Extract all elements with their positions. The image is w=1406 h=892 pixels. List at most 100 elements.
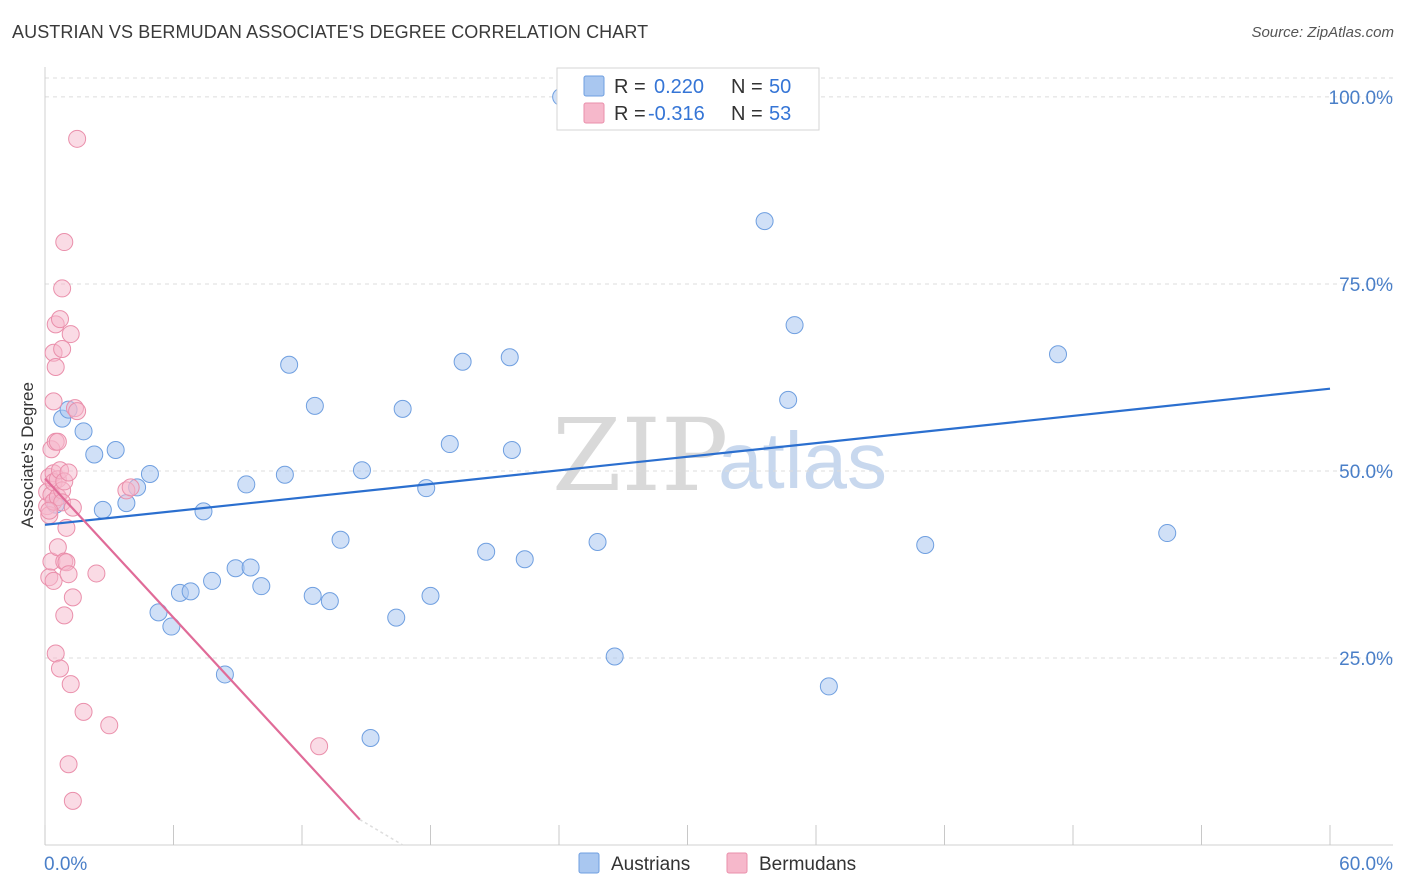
austrians-point <box>916 536 935 555</box>
y-tick-label-100: 100.0% <box>1329 88 1394 109</box>
legend-n-value-austrians: 50 <box>769 76 791 98</box>
austrians-point <box>106 441 125 460</box>
austrians-point <box>85 445 104 464</box>
bottom-legend-swatch-bermudans <box>726 852 748 874</box>
bermudans-point <box>48 432 67 451</box>
bermudans-point <box>46 644 65 663</box>
austrians-point <box>162 617 181 636</box>
legend-r-label-austrians: R = <box>614 76 646 98</box>
austrians-point <box>605 647 624 666</box>
y-tick-label-50: 50.0% <box>1339 462 1393 483</box>
austrians-point <box>1158 524 1177 543</box>
bermudans-point <box>59 755 78 774</box>
austrians-point <box>502 441 521 460</box>
bermudans-point <box>53 279 72 298</box>
bermudans-point <box>87 564 106 583</box>
y-tick-label-25: 25.0% <box>1339 649 1393 670</box>
austrians-point <box>74 422 93 441</box>
bermudans-point <box>100 716 119 735</box>
austrians-point <box>500 348 519 367</box>
legend-r-label-bermudans: R = <box>614 103 646 125</box>
x-tick-label-max: 60.0% <box>1339 854 1393 875</box>
austrians-point <box>275 465 294 484</box>
austrians-point <box>194 502 213 521</box>
austrians-point <box>149 603 168 622</box>
bottom-legend-swatch-austrians <box>578 852 600 874</box>
bermudans-point <box>61 325 80 344</box>
austrians-point <box>387 608 406 627</box>
x-tick-label-min: 0.0% <box>44 854 87 875</box>
austrians-point <box>241 558 260 577</box>
austrians-point <box>226 559 245 578</box>
austrians-point <box>515 550 534 569</box>
austrians-point <box>785 316 804 335</box>
bermudans-point <box>44 571 63 590</box>
austrians-point <box>417 479 436 498</box>
legend-r-value-austrians: 0.220 <box>654 76 704 98</box>
austrians-point <box>320 592 339 611</box>
austrians-point <box>252 577 271 596</box>
bermudans-point <box>50 659 69 678</box>
chart-title: AUSTRIAN VS BERMUDAN ASSOCIATE'S DEGREE … <box>12 22 649 42</box>
bermudans-point <box>61 675 80 694</box>
bermudans-trend-line <box>44 477 361 821</box>
bottom-legend: Austrians Bermudans <box>578 852 856 875</box>
bottom-legend-bermudans: Bermudans <box>759 854 856 875</box>
bermudans-point <box>310 737 329 756</box>
austrians-point <box>440 435 459 454</box>
austrians-point <box>819 677 838 696</box>
bermudans-point <box>74 702 93 721</box>
legend-n-label-austrians: N = <box>731 76 763 98</box>
austrians-trend-line <box>44 387 1331 526</box>
legend-swatch-austrians <box>583 75 605 97</box>
austrians-point <box>779 390 798 409</box>
austrians-point <box>477 542 496 561</box>
bermudans-point <box>53 340 72 359</box>
bermudans-point <box>68 402 87 421</box>
legend-swatch-bermudans <box>583 102 605 124</box>
bermudans-point <box>68 129 87 148</box>
austrians-point <box>453 352 472 371</box>
bermudans-point <box>121 478 140 497</box>
austrians-point <box>181 582 200 601</box>
axes <box>44 67 1393 846</box>
bermudans-point <box>55 606 74 625</box>
austrians-point <box>93 500 112 519</box>
trend-lines <box>44 387 1331 846</box>
y-tick-label-75: 75.0% <box>1339 275 1393 296</box>
austrians-point <box>352 461 371 480</box>
austrians-point <box>303 586 322 605</box>
bermudans-point <box>59 565 78 584</box>
watermark-atlas: atlas <box>718 416 887 505</box>
x-ticks <box>44 825 1331 845</box>
legend-r-value-bermudans: -0.316 <box>648 103 705 125</box>
bermudans-point <box>46 357 65 376</box>
legend-box: R = 0.220 N = 50 R = -0.316 N = 53 <box>556 67 820 131</box>
bermudans-point <box>55 233 74 252</box>
austrians-point <box>280 355 299 374</box>
bermudans-point <box>50 310 69 329</box>
austrians-point <box>421 586 440 605</box>
austrians-point <box>393 399 412 418</box>
source-label: Source: ZipAtlas.com <box>1251 24 1394 41</box>
y-tick-labels: 25.0% 50.0% 75.0% 100.0% <box>1329 88 1394 670</box>
austrians-point <box>140 464 159 483</box>
austrians-point <box>331 530 350 549</box>
bermudans-point <box>44 392 63 411</box>
legend-n-label-bermudans: N = <box>731 103 763 125</box>
bermudans-points <box>38 129 329 810</box>
legend-n-value-bermudans: 53 <box>769 103 791 125</box>
austrians-point <box>588 533 607 552</box>
bermudans-point <box>63 791 82 810</box>
bermudans-point <box>63 588 82 607</box>
y-axis-label: Associate's Degree <box>18 382 37 528</box>
austrians-point <box>755 212 774 231</box>
austrians-point <box>361 729 380 748</box>
austrians-point <box>237 475 256 494</box>
austrians-point <box>1049 345 1068 364</box>
bermudans-point <box>40 501 59 520</box>
bermudans-point <box>59 463 78 482</box>
bottom-legend-austrians: Austrians <box>611 854 690 875</box>
austrians-point <box>203 571 222 590</box>
